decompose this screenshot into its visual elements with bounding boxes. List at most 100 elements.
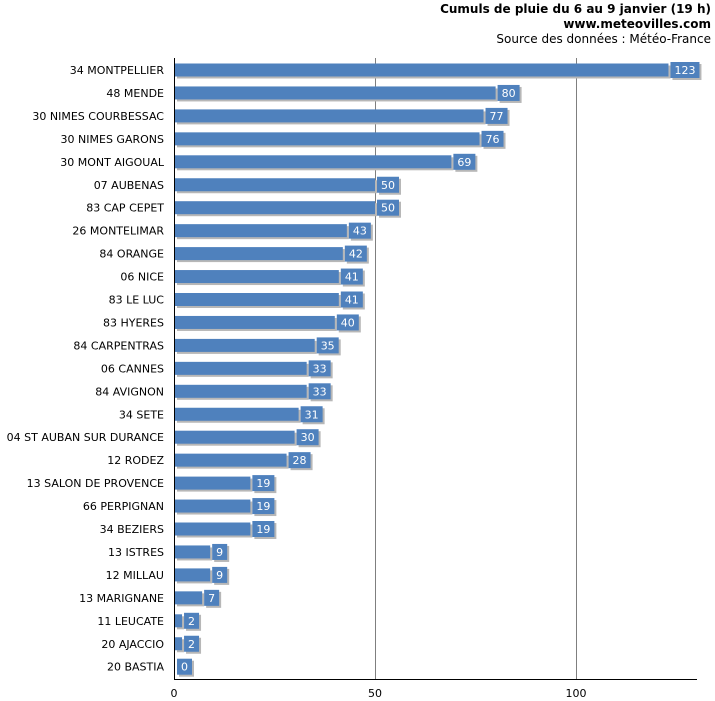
category-label: 84 ORANGE [99,248,164,261]
category-label: 26 MONTELIMAR [72,225,164,238]
value-label-box [212,543,228,560]
value-label-box [377,176,399,193]
bar [175,132,480,146]
bar [175,63,669,77]
value-label-box [177,658,192,675]
bar [175,178,375,192]
value-label-box [344,245,367,262]
value-label: 33 [313,362,327,375]
value-label: 9 [216,546,223,559]
value-label-box [252,475,275,492]
value-label-box [453,153,476,170]
value-label-box [184,635,200,652]
bar [175,591,203,605]
value-label: 35 [321,339,335,352]
category-label: 04 ST AUBAN SUR DURANCE [7,431,164,444]
chart-title: Cumuls de pluie du 6 au 9 janvier (19 h) [440,2,711,16]
category-label: 13 ISTRES [108,546,164,559]
value-label: 123 [674,64,695,77]
category-label: 84 AVIGNON [95,385,164,398]
value-label-box [340,291,363,308]
value-label: 31 [305,408,319,421]
value-label-box [670,62,700,78]
bar [175,499,251,513]
bar [175,201,375,215]
value-label-box [308,383,331,400]
value-label-box [485,107,508,124]
category-label: 66 PERPIGNAN [83,500,164,513]
value-label-box [308,360,331,377]
category-label: 12 MILLAU [106,569,164,582]
bar [175,224,347,238]
value-label: 42 [349,248,363,261]
chart-header: Cumuls de pluie du 6 au 9 janvier (19 h)… [440,2,711,47]
category-label: 30 NIMES COURBESSAC [32,110,164,123]
x-tick-label-100: 100 [566,687,587,700]
bar [175,384,307,398]
value-label: 41 [345,294,359,307]
value-label: 69 [457,156,471,169]
value-label: 30 [301,431,315,444]
category-label: 83 HYERES [103,316,164,329]
value-label-box [184,612,200,629]
bar [175,522,251,536]
value-label: 19 [256,523,270,536]
category-label: 06 NICE [120,271,164,284]
site-url: www.meteovilles.com [563,17,711,31]
category-label: 13 MARIGNANE [79,592,164,605]
value-label-box [348,222,371,239]
value-label-box [288,452,311,469]
value-label-box [252,521,275,537]
value-label-box [377,199,399,216]
bar [175,315,335,329]
value-label-box [296,429,319,446]
bar [175,453,287,467]
value-label: 50 [381,202,395,215]
category-label: 30 MONT AIGOUAL [60,156,165,169]
value-label: 40 [341,316,355,329]
x-tick-label-50: 50 [368,687,382,700]
x-tick-label-0: 0 [171,687,178,700]
value-label: 80 [502,87,516,100]
category-label: 06 CANNES [101,362,164,375]
value-label: 43 [353,225,367,238]
bar [175,361,307,375]
value-label-box [300,406,323,423]
value-label-box [316,337,339,354]
value-label: 2 [188,638,195,651]
value-label: 7 [208,592,215,605]
category-label: 12 RODEZ [107,454,164,467]
value-label: 50 [381,179,395,192]
value-label: 9 [216,569,223,582]
bar [175,109,484,123]
bar [175,545,211,559]
bar [175,407,299,421]
value-label-box [252,498,275,515]
category-label: 48 MENDE [106,87,164,100]
value-label-box [340,268,363,285]
category-label: 34 SETE [119,408,164,421]
value-label: 2 [188,615,195,628]
category-label: 83 LE LUC [109,294,165,307]
category-label: 07 AUBENAS [94,179,164,192]
bar [175,270,339,284]
category-label: 20 BASTIA [107,661,165,674]
value-label: 76 [486,133,500,146]
bar [175,293,339,306]
value-label-box [336,314,359,331]
category-label: 20 AJACCIO [101,638,164,651]
bar [175,430,295,444]
value-label: 41 [345,271,359,284]
value-label: 19 [256,477,270,490]
value-label: 77 [490,110,504,123]
category-label: 83 CAP CEPET [86,202,164,215]
value-label: 19 [256,500,270,513]
bar [175,637,183,651]
bar [175,568,211,582]
value-label-box [204,589,220,606]
category-label: 30 NIMES GARONS [61,133,164,146]
value-label: 33 [313,385,327,398]
data-source: Source des données : Météo-France [496,32,711,46]
bar [175,338,315,352]
